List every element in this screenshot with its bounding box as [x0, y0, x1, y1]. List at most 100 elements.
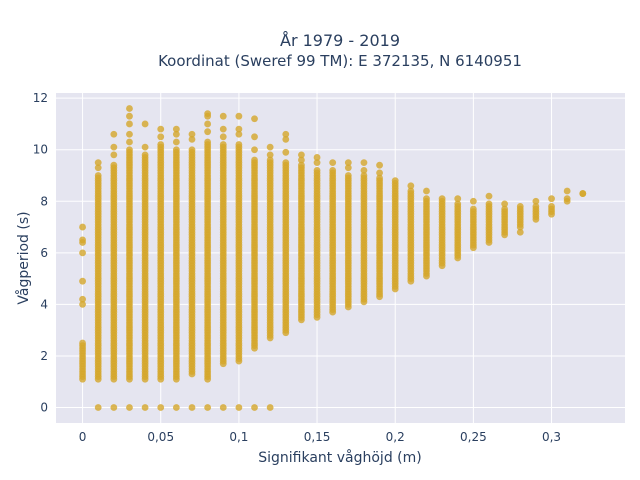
data-point [516, 203, 524, 210]
data-point [94, 164, 102, 172]
y-tick-label: 8 [40, 194, 48, 208]
data-point [266, 143, 274, 151]
data-point [219, 125, 227, 133]
data-point [563, 195, 571, 203]
y-tick-label: 10 [33, 143, 48, 157]
data-point [251, 115, 258, 123]
data-point [94, 404, 102, 411]
data-point [251, 133, 258, 141]
data-point [219, 133, 227, 141]
data-point [313, 166, 321, 174]
y-tick-label: 6 [40, 246, 48, 260]
x-tick-label: 0 [79, 430, 87, 444]
data-point [235, 112, 243, 120]
x-tick-label: 0,1 [229, 430, 248, 444]
data-point [79, 295, 86, 303]
data-point [329, 166, 337, 174]
data-point [485, 192, 493, 200]
x-tick-labels: 0 0,05 0,1 0,15 0,2 0,25 0,3 [79, 430, 561, 444]
data-point [469, 205, 477, 213]
data-point [79, 277, 86, 285]
data-point [266, 156, 274, 164]
data-point [235, 125, 243, 133]
data-point [172, 138, 180, 146]
data-point [94, 159, 102, 167]
data-point [454, 195, 462, 203]
data-point [126, 138, 133, 146]
data-point [141, 120, 149, 128]
data-point [204, 138, 212, 146]
x-tick-label: 0,3 [542, 430, 561, 444]
data-point [282, 148, 290, 156]
data-point [501, 200, 509, 208]
data-point [298, 151, 305, 159]
data-point [188, 136, 196, 143]
data-point [110, 143, 118, 151]
data-point [110, 151, 118, 159]
data-point [172, 146, 180, 154]
data-point [110, 404, 118, 411]
data-point [126, 105, 133, 112]
data-point [501, 205, 509, 213]
chart-title-line1: År 1979 - 2019 [280, 31, 400, 50]
data-point [329, 159, 337, 167]
data-point [219, 112, 227, 120]
y-axis-title: Vågperiod (s) [15, 211, 32, 304]
data-point [235, 141, 243, 148]
data-point [407, 182, 415, 190]
data-point [298, 156, 305, 164]
data-point [344, 159, 352, 167]
data-point [204, 128, 212, 136]
x-tick-label: 0,2 [386, 430, 405, 444]
data-point [219, 141, 227, 148]
data-point [94, 172, 102, 179]
data-point [141, 404, 149, 411]
data-point [391, 177, 399, 185]
data-point [141, 143, 149, 151]
data-point [251, 404, 258, 411]
data-point [282, 159, 290, 167]
data-point [204, 110, 212, 118]
data-point [188, 146, 196, 154]
data-point [438, 195, 446, 203]
y-tick-label: 0 [40, 401, 48, 415]
x-tick-label: 0,15 [304, 430, 331, 444]
data-point [282, 130, 290, 138]
chart-title-line2: Koordinat (Sweref 99 TM): E 372135, N 61… [158, 52, 522, 70]
data-point [157, 125, 165, 133]
data-point [219, 404, 227, 411]
data-point [126, 112, 133, 120]
data-point [548, 195, 555, 203]
data-point [360, 166, 368, 174]
data-point [188, 130, 196, 138]
data-point [423, 187, 430, 195]
data-point [454, 200, 462, 208]
data-point [485, 200, 493, 208]
data-point [376, 174, 383, 182]
data-point [344, 172, 352, 179]
data-point [532, 203, 540, 210]
data-point [579, 190, 587, 197]
data-point [235, 404, 243, 411]
plot-background [56, 93, 625, 423]
data-point [376, 161, 383, 169]
data-point [204, 120, 212, 128]
data-point [79, 339, 86, 347]
data-point [407, 187, 415, 195]
x-tick-label: 0,25 [460, 430, 487, 444]
data-point [188, 404, 196, 411]
data-point [266, 404, 274, 411]
data-point [126, 130, 133, 138]
data-point [235, 130, 243, 138]
data-point [79, 249, 86, 257]
data-point [157, 133, 165, 141]
data-point [79, 223, 86, 231]
data-point [313, 159, 321, 167]
data-point [548, 203, 555, 210]
data-point [204, 404, 212, 411]
data-point [266, 151, 274, 159]
data-point [110, 161, 118, 169]
data-point [360, 172, 368, 179]
